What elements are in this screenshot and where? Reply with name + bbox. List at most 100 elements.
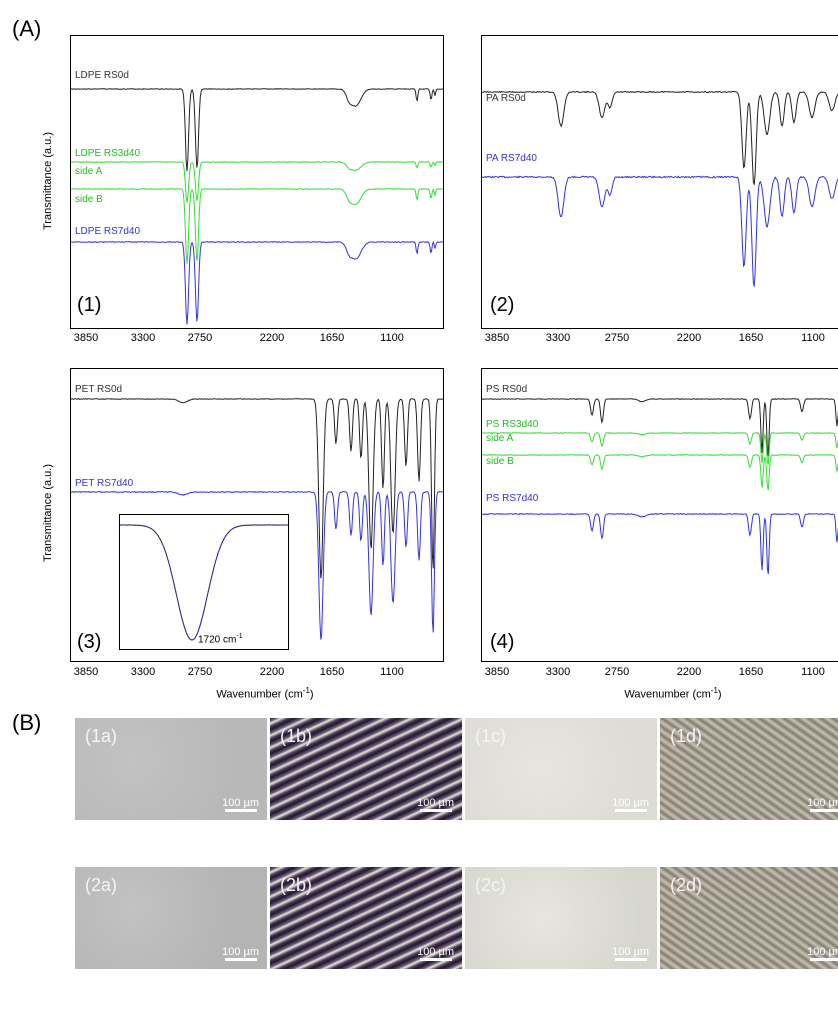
- x-axis-label-close: ): [717, 688, 722, 701]
- x-tick: 3300: [130, 332, 156, 344]
- x-axis-label-text: Wavenumber (cm: [216, 688, 303, 701]
- micrograph-label: (2a): [85, 875, 118, 895]
- scale-bar-label: 100 µm: [807, 797, 838, 809]
- series-label-ldpe-rs7d40: LDPE RS7d40: [75, 226, 141, 237]
- micrograph-2c: (2c) 100 µm: [465, 867, 657, 969]
- inset-annotation-sup: -1: [236, 633, 243, 640]
- section-b-label: (B): [12, 710, 42, 735]
- scale-bar-label: 100 µm: [807, 946, 838, 958]
- x-axis-label-sup: -1: [302, 686, 310, 695]
- scale-bar-line: [614, 809, 647, 812]
- ftir-panel-3: PET RS0d PET RS7d40 (3) 1720 cm-1: [70, 368, 444, 662]
- scale-bar-label: 100 µm: [222, 946, 259, 958]
- scale-bar-label: 100 µm: [417, 797, 454, 809]
- x-tick: 2200: [676, 666, 702, 678]
- x-axis-label-close: ): [309, 688, 314, 701]
- series-label-side-b: side B: [486, 456, 514, 467]
- x-tick: 1650: [738, 332, 764, 344]
- micrograph-2d: (2d) 100 µm: [660, 867, 838, 969]
- scale-bar-line: [809, 958, 838, 961]
- x-tick: 1650: [319, 332, 345, 344]
- panel-1-plot: [71, 88, 443, 325]
- x-tick: 1650: [738, 666, 764, 678]
- series-label-side-a: side A: [486, 433, 514, 444]
- panel-number-4: (4): [490, 631, 515, 653]
- x-axis-label-left: Wavenumber (cm-1): [216, 686, 313, 701]
- ftir-panel-4: PS RS0d PS RS3d40 side A side B PS RS7d4…: [481, 368, 838, 662]
- micrograph-label: (2c): [475, 875, 506, 895]
- panel-4-plot: [482, 398, 838, 575]
- x-tick: 3300: [545, 666, 571, 678]
- scale-bar: 100 µm: [807, 797, 838, 812]
- micrograph-label: (2b): [280, 875, 313, 895]
- x-tick: 3300: [545, 332, 571, 344]
- scale-bar-line: [614, 958, 647, 961]
- x-tick: 2200: [259, 332, 285, 344]
- series-label-side-b: side B: [75, 194, 103, 205]
- ftir-panel-2: PA RS0d PA RS7d40 (2): [481, 35, 838, 329]
- ftir-panel-1: LDPE RS0d LDPE RS3d40 side A side B LDPE…: [70, 35, 444, 329]
- micrograph-1d: (1d) 100 µm: [660, 718, 838, 820]
- micrograph-label: (1a): [85, 726, 118, 746]
- scale-bar-line: [224, 958, 257, 961]
- micrograph-label: (1c): [475, 726, 506, 746]
- series-label-ps-rs7d40: PS RS7d40: [486, 493, 539, 504]
- y-axis-label-top: Transmittance (a.u.): [42, 131, 54, 230]
- inset-plot: [120, 524, 288, 641]
- micrograph-2a: (2a) 100 µm: [75, 867, 267, 969]
- x-tick: 1650: [319, 666, 345, 678]
- scale-bar: 100 µm: [612, 946, 649, 961]
- x-tick: 2750: [604, 332, 630, 344]
- y-axis-label-bottom: Transmittance (a.u.): [42, 463, 54, 562]
- panel-2-plot: [482, 90, 838, 287]
- scale-bar-label: 100 µm: [612, 946, 649, 958]
- series-label-ps-rs3d40: PS RS3d40: [486, 419, 539, 430]
- x-tick: 1100: [801, 666, 825, 678]
- x-tick: 1100: [380, 332, 404, 344]
- inset-carbonyl-peak: 1720 cm-1: [119, 514, 289, 650]
- scale-bar-line: [419, 958, 452, 961]
- x-tick: 3850: [73, 666, 99, 678]
- scale-bar: 100 µm: [222, 946, 259, 961]
- series-label-side-a: side A: [75, 166, 103, 177]
- section-a-label: (A): [12, 16, 42, 41]
- panel-number-1: (1): [77, 294, 102, 316]
- inset-annotation-text: 1720 cm: [198, 634, 237, 646]
- inset-annotation: 1720 cm-1: [198, 633, 243, 645]
- scale-bar-line: [419, 809, 452, 812]
- x-axis-label-text: Wavenumber (cm: [624, 688, 711, 701]
- scale-bar: 100 µm: [807, 946, 838, 961]
- micrograph-label: (2d): [670, 875, 703, 895]
- micrograph-1b: (1b) 100 µm: [270, 718, 462, 820]
- scale-bar-label: 100 µm: [222, 797, 259, 809]
- x-tick: 2750: [604, 666, 630, 678]
- x-tick: 1100: [380, 666, 404, 678]
- scale-bar: 100 µm: [222, 797, 259, 812]
- scale-bar-line: [224, 809, 257, 812]
- x-axis-label-right: Wavenumber (cm-1): [624, 686, 721, 701]
- x-tick: 3850: [484, 332, 510, 344]
- x-tick: 2200: [259, 666, 285, 678]
- x-tick: 3850: [73, 332, 99, 344]
- series-label-pa-rs0d: PA RS0d: [486, 93, 526, 104]
- panel-number-3: (3): [77, 631, 102, 653]
- scale-bar: 100 µm: [417, 946, 454, 961]
- series-label-ps-rs0d: PS RS0d: [486, 384, 528, 395]
- x-tick: 2750: [187, 332, 213, 344]
- scale-bar: 100 µm: [612, 797, 649, 812]
- x-tick: 2750: [187, 666, 213, 678]
- scale-bar-label: 100 µm: [417, 946, 454, 958]
- scale-bar: 100 µm: [417, 797, 454, 812]
- micrograph-label: (1b): [280, 726, 313, 746]
- series-label-ldpe-rs3d40: LDPE RS3d40: [75, 148, 141, 159]
- x-tick: 3300: [130, 666, 156, 678]
- series-label-ldpe-rs0d: LDPE RS0d: [75, 70, 129, 81]
- series-label-pet-rs0d: PET RS0d: [75, 384, 123, 395]
- x-tick: 3850: [484, 666, 510, 678]
- x-tick: 1100: [801, 332, 825, 344]
- series-label-pet-rs7d40: PET RS7d40: [75, 478, 134, 489]
- scale-bar-line: [809, 809, 838, 812]
- micrograph-label: (1d): [670, 726, 703, 746]
- micrograph-2b: (2b) 100 µm: [270, 867, 462, 969]
- series-label-pa-rs7d40: PA RS7d40: [486, 153, 537, 164]
